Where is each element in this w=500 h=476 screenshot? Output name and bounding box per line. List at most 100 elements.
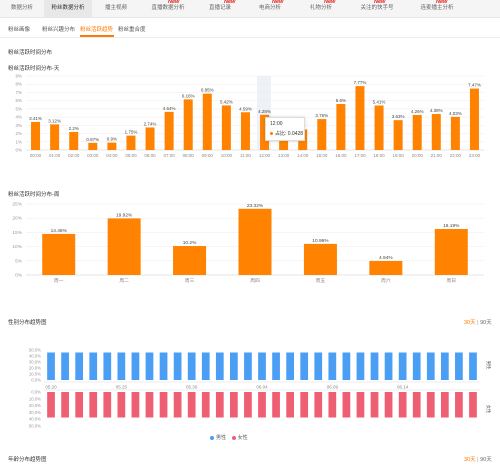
female-bar [47,392,55,418]
top-tab-8[interactable]: 连麦播主分析 New [408,0,466,17]
data-label: 3.12% [48,118,61,123]
gender-range-90[interactable]: 90天 [480,320,492,326]
male-bar [440,352,449,380]
sub-tab-3[interactable]: 粉丝重合度 [118,27,146,33]
x-tick-label: 05.25 [116,385,128,390]
y-tick-label: 25% [12,202,22,208]
x-tick-label: 00:00 [30,153,42,158]
female-bar [230,392,238,418]
bar [434,229,468,275]
top-tab-label: 关注的快手号 [360,5,394,11]
top-tab-4[interactable]: 直播记录 New [196,0,244,17]
male-bar [314,352,323,380]
data-label: 7.77% [354,80,367,85]
bar [260,114,270,150]
tooltip-time: 12:00 [270,121,283,127]
bar [238,208,272,275]
y-tick-label: 2% [15,131,22,136]
bar [145,127,155,150]
top-tab-label: 粉丝数据分析 [51,5,85,11]
male-bar [272,352,280,380]
side-label-male: 男性 [485,361,492,370]
week-chart-title: 粉丝活跃时间分布-周 [8,192,60,198]
top-tab-7[interactable]: 关注的快手号 New [346,0,408,17]
legend-male[interactable]: 男性 [216,435,227,441]
female-bar [412,392,421,418]
x-tick-label: 23:00 [469,153,481,158]
female-bar [398,392,407,418]
y-tick-label: 40.0% [29,354,41,359]
y-tick-label: 10.0% [29,372,41,377]
y-tick-label: 8% [15,82,22,87]
bar [31,121,41,150]
x-tick-label: 10:00 [221,153,233,158]
bar [240,112,250,150]
male-bar [300,352,309,380]
top-tab-2[interactable]: 播主视频 [92,0,140,17]
data-label: 4.28% [258,109,271,114]
x-tick-label: 周三 [185,278,195,284]
y-tick-label: 20.0% [29,366,41,371]
data-label: 4.03% [449,111,462,116]
sub-tab-0[interactable]: 粉丝画像 [8,27,31,33]
gender-trend-chart: 0.0%0.0%10.0%10.0%20.0%20.0%30.0%30.0%40… [29,348,492,429]
bar [336,103,346,150]
top-tab-label: 电商分析 [258,5,281,11]
x-tick-label: 周四 [250,278,260,284]
x-tick-label: 01:00 [49,153,61,158]
bar [279,137,289,150]
top-tab-1[interactable]: 粉丝数据分析 [44,0,92,17]
legend-female[interactable]: 女性 [237,435,248,441]
age-range-90[interactable]: 90天 [480,457,492,463]
female-bar [384,392,393,418]
x-tick-label: 21:00 [431,153,443,158]
data-label: 5.6% [336,98,346,103]
y-tick-label: 9% [15,74,22,79]
female-bar [342,392,351,418]
data-label: 6.16% [182,93,195,98]
top-tab-5[interactable]: 电商分析 New [244,0,296,17]
bar [126,135,136,150]
top-tab-6[interactable]: 礼物分析 New [296,0,346,17]
gender-range-30[interactable]: 30天 [464,320,476,326]
male-bar [469,352,477,380]
sub-tab-2[interactable]: 粉丝活跃趋势 [80,27,114,33]
bar [164,111,174,150]
sub-tab-1[interactable]: 粉丝兴趣分布 [42,27,76,33]
y-tick-label: 50.0% [29,348,41,353]
male-bar [370,352,379,380]
bar [369,260,403,275]
female-bar [370,392,379,418]
female-bar [117,392,126,418]
y-tick-label: 20.0% [29,403,41,408]
y-tick-label: 4% [15,115,22,120]
top-tab-3[interactable]: 直播数据分析 New [140,0,196,17]
data-label: 5.42% [220,99,233,104]
data-label: 4.59% [239,106,252,111]
top-tab-0[interactable]: 数据分析 [0,0,44,17]
x-tick-label: 18:00 [373,153,385,158]
gender-section-title: 性别分布趋势图 [8,320,47,326]
bar [431,113,441,150]
bar [88,142,98,150]
female-bar [314,392,323,418]
male-bar [89,352,98,380]
female-bar [131,392,140,418]
x-tick-label: 03:00 [87,153,99,158]
data-label: 2.2% [69,126,79,131]
female-bar [286,392,294,418]
top-tab-label: 连麦播主分析 [420,5,454,11]
age-range-30[interactable]: 30天 [464,457,476,463]
female-bar [328,392,337,418]
data-label: 0.9% [107,137,117,142]
x-tick-label: 05.20 [45,385,57,390]
bar [183,99,193,150]
age-range-sep: | [477,457,479,463]
bar [355,86,365,150]
male-bar [455,352,463,380]
top-tab-label: 播主视频 [104,5,127,11]
female-bar [258,392,266,418]
new-badge: New [324,0,336,5]
x-tick-label: 16:00 [335,153,347,158]
chart-tooltip: 12:00 占比: 0.0428 [265,117,305,141]
